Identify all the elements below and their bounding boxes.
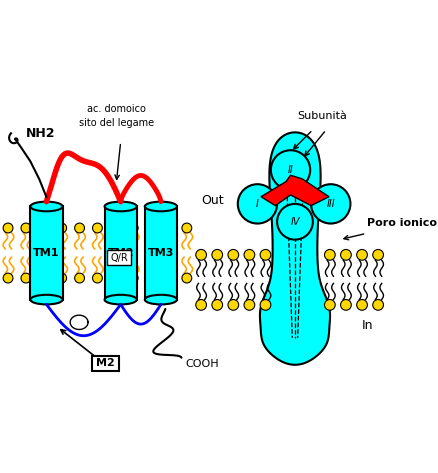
Text: IV: IV <box>290 217 299 227</box>
Text: I: I <box>255 199 258 209</box>
Circle shape <box>92 223 102 233</box>
Circle shape <box>270 150 310 190</box>
Circle shape <box>276 204 312 240</box>
Circle shape <box>212 249 222 260</box>
Circle shape <box>164 273 173 283</box>
Bar <box>104 207 137 299</box>
Polygon shape <box>261 175 328 206</box>
Circle shape <box>164 223 173 233</box>
Circle shape <box>356 299 367 310</box>
Text: ac. domoico
sito del legame: ac. domoico sito del legame <box>78 105 153 128</box>
Circle shape <box>181 273 191 283</box>
Bar <box>30 207 63 299</box>
Ellipse shape <box>30 201 63 211</box>
Circle shape <box>195 249 206 260</box>
Circle shape <box>260 249 270 260</box>
Circle shape <box>146 223 155 233</box>
Circle shape <box>340 249 350 260</box>
Circle shape <box>372 249 383 260</box>
Circle shape <box>146 273 155 283</box>
Circle shape <box>21 223 31 233</box>
FancyBboxPatch shape <box>107 250 130 265</box>
Text: TM1: TM1 <box>33 248 60 258</box>
Circle shape <box>244 249 254 260</box>
Circle shape <box>227 299 238 310</box>
Circle shape <box>260 299 270 310</box>
Polygon shape <box>259 132 329 365</box>
Ellipse shape <box>145 295 177 305</box>
Ellipse shape <box>145 201 177 211</box>
Ellipse shape <box>30 295 63 305</box>
Text: II: II <box>287 165 293 175</box>
Circle shape <box>57 223 67 233</box>
Circle shape <box>237 184 276 224</box>
Text: Subunità: Subunità <box>296 111 346 121</box>
Text: Q/R: Q/R <box>110 253 127 263</box>
Text: Poro ionico: Poro ionico <box>366 218 435 228</box>
Circle shape <box>57 273 67 283</box>
Circle shape <box>39 273 49 283</box>
Text: III: III <box>326 199 334 209</box>
Circle shape <box>227 249 238 260</box>
Circle shape <box>74 273 84 283</box>
Ellipse shape <box>104 295 137 305</box>
Circle shape <box>356 249 367 260</box>
Circle shape <box>128 273 138 283</box>
Text: M2: M2 <box>96 359 115 368</box>
Circle shape <box>39 223 49 233</box>
Circle shape <box>244 299 254 310</box>
Text: Out: Out <box>201 194 223 207</box>
Circle shape <box>212 299 222 310</box>
Bar <box>145 207 177 299</box>
Text: TM3: TM3 <box>147 248 174 258</box>
Ellipse shape <box>104 201 137 211</box>
FancyBboxPatch shape <box>92 356 119 370</box>
Circle shape <box>128 223 138 233</box>
Circle shape <box>311 184 350 224</box>
Circle shape <box>324 299 335 310</box>
Text: TM2: TM2 <box>107 248 134 258</box>
Text: NH2: NH2 <box>26 127 55 140</box>
Circle shape <box>3 223 13 233</box>
Circle shape <box>324 249 335 260</box>
Text: COOH: COOH <box>185 359 218 369</box>
Circle shape <box>74 223 84 233</box>
Circle shape <box>110 223 120 233</box>
Circle shape <box>110 273 120 283</box>
Circle shape <box>92 273 102 283</box>
Circle shape <box>372 299 383 310</box>
Circle shape <box>21 273 31 283</box>
Circle shape <box>181 223 191 233</box>
Circle shape <box>340 299 350 310</box>
Text: In: In <box>361 319 373 332</box>
Circle shape <box>195 299 206 310</box>
Circle shape <box>3 273 13 283</box>
